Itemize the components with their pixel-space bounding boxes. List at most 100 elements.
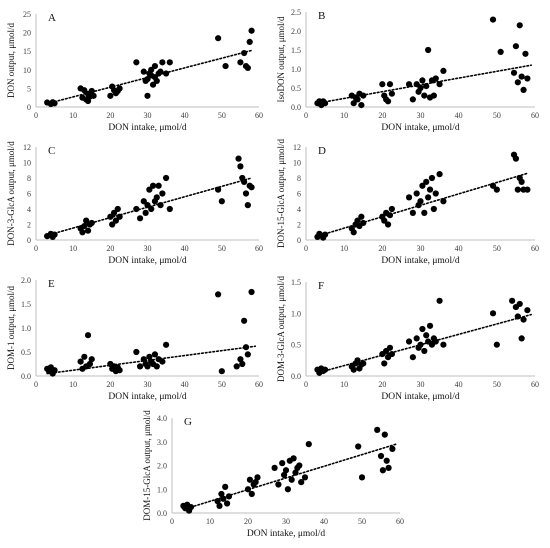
x-tick-label: 40 — [455, 380, 463, 389]
data-point — [409, 354, 416, 361]
data-point — [386, 344, 394, 351]
y-tick-label: 6 — [27, 190, 31, 199]
data-point — [428, 174, 436, 182]
y-tick-label: 10 — [293, 159, 301, 168]
data-point — [516, 22, 523, 29]
x-tick-label: 30 — [282, 517, 290, 526]
data-point — [321, 100, 329, 107]
x-tick-label: 60 — [255, 111, 263, 120]
x-tick-label: 50 — [358, 517, 366, 526]
x-tick-label: 10 — [340, 380, 348, 389]
y-tick-label: 10 — [23, 66, 31, 75]
data-point — [246, 476, 253, 483]
y-tick-label: 2.0 — [21, 276, 31, 285]
x-tick-label: 50 — [218, 111, 226, 120]
data-point — [237, 59, 244, 66]
data-point — [281, 471, 288, 479]
data-point — [425, 194, 432, 201]
data-point — [215, 35, 222, 42]
y-tick-label: 8 — [27, 174, 31, 183]
x-tick-label: 40 — [455, 111, 463, 120]
data-point — [159, 59, 166, 66]
panel-label: G — [184, 416, 192, 428]
data-point — [417, 84, 424, 92]
data-point — [288, 476, 295, 483]
x-tick-label: 50 — [493, 244, 501, 253]
data-point — [90, 92, 97, 99]
y-tick-label: 0.5 — [291, 84, 301, 93]
x-tick-label: 60 — [531, 244, 539, 253]
y-tick-label: 1.5 — [21, 300, 31, 309]
data-point — [246, 38, 253, 46]
y-tick-label: 12 — [293, 143, 301, 152]
data-point — [159, 190, 166, 197]
y-tick-label: 6 — [297, 190, 301, 199]
data-point — [248, 27, 255, 34]
y-tick-label: 1.0 — [291, 309, 301, 318]
data-point — [421, 209, 428, 216]
x-tick-label: 60 — [396, 517, 404, 526]
data-point — [388, 205, 395, 213]
data-point — [413, 335, 420, 342]
panel-d: 0 10 20 30 40 50 60 0 2 4 6 8 10 12 D DON intake, μmol/… — [276, 138, 539, 266]
x-tick-label: 20 — [106, 380, 114, 389]
data-point — [436, 171, 443, 178]
y-tick-label: 1.5 — [291, 46, 301, 55]
data-point — [136, 215, 144, 222]
data-point — [149, 182, 157, 189]
trendline — [316, 172, 529, 237]
y-tick-label: 0.0 — [291, 103, 301, 112]
data-point — [77, 358, 84, 365]
x-tick-label: 0 — [170, 517, 174, 526]
x-tick-label: 20 — [106, 244, 114, 253]
panel-f: 0 10 20 30 40 50 60 0.0 0.5 1.0 1.5 F DON intake, μm… — [276, 275, 539, 402]
x-axis-title: DON intake, μmol/d — [247, 529, 325, 539]
data-point — [379, 467, 386, 474]
data-point — [239, 360, 246, 368]
data-point — [83, 217, 90, 224]
data-point — [358, 102, 365, 109]
data-point — [218, 198, 225, 205]
data-point — [489, 16, 497, 23]
data-point — [360, 360, 367, 367]
x-tick-label: 60 — [531, 111, 539, 120]
y-tick-label: 8 — [297, 174, 301, 183]
data-point — [244, 351, 251, 358]
data-point — [383, 457, 390, 464]
data-point — [520, 86, 527, 93]
data-point — [159, 358, 166, 365]
data-point — [405, 194, 413, 201]
data-point — [321, 366, 329, 373]
data-point — [290, 455, 297, 462]
data-point — [409, 96, 416, 103]
x-tick-label: 30 — [417, 244, 425, 253]
data-point — [425, 46, 432, 54]
data-point — [296, 462, 303, 469]
x-tick-label: 0 — [304, 244, 308, 253]
data-point — [436, 297, 443, 304]
data-point — [358, 474, 366, 481]
panel-e: 0 10 20 30 40 50 60 0.0 0.5 1.0 1.5 2.0 E DON intake,… — [6, 276, 263, 402]
data-point — [140, 68, 147, 75]
data-point — [489, 310, 497, 317]
data-point — [493, 186, 500, 193]
x-tick-label: 10 — [69, 244, 77, 253]
data-point — [354, 96, 361, 103]
data-point — [512, 155, 520, 162]
data-point — [248, 184, 255, 191]
data-point — [241, 317, 248, 324]
panel-label: F — [318, 280, 324, 292]
y-axis-title: DOM-3-GlcA output, μmol/d — [276, 275, 286, 382]
data-point — [279, 460, 286, 467]
x-tick-label: 0 — [34, 380, 38, 389]
y-tick-label: 15 — [23, 47, 31, 56]
data-point — [166, 205, 173, 213]
data-point — [516, 300, 523, 308]
x-axis-title: DON intake, μmol/d — [108, 392, 186, 402]
data-point — [284, 486, 291, 493]
x-axis-title: DON intake, μmol/d — [381, 392, 459, 402]
data-point — [84, 227, 92, 234]
x-tick-label: 30 — [144, 111, 152, 120]
x-tick-label: 60 — [255, 244, 263, 253]
